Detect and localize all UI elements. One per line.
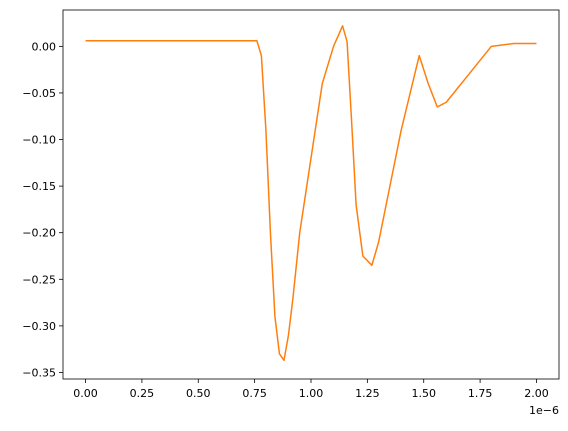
x-tick-label: 1.25 [355,387,380,400]
y-axis: 0.00 −0.05 −0.10 −0.15 −0.20 −0.25 −0.30 −0.35 [22,40,63,379]
x-axis: 0.00 0.25 0.50 0.75 1.00 1.25 1.50 1.75 2.00 [73,379,549,400]
x-tick-label: 0.25 [130,387,155,400]
x-tick-label: 1.75 [468,387,493,400]
x-tick-label: 0.50 [186,387,211,400]
x-tick-label: 0.75 [242,387,267,400]
y-tick-label: −0.10 [22,134,56,147]
y-tick-label: −0.15 [22,180,56,193]
x-tick-label: 0.00 [73,387,98,400]
series-line-0 [85,25,537,362]
x-tick-label: 1.50 [411,387,436,400]
series-layer [85,25,537,362]
y-tick-label: −0.05 [22,87,56,100]
y-tick-label: −0.20 [22,227,56,240]
y-tick-label: −0.30 [22,320,56,333]
y-tick-label: −0.35 [22,366,56,379]
x-tick-label: 1.00 [299,387,324,400]
y-tick-label: 0.00 [32,40,57,53]
x-offset-text: 1e−6 [529,404,559,417]
x-tick-label: 2.00 [524,387,549,400]
y-tick-label: −0.25 [22,273,56,286]
